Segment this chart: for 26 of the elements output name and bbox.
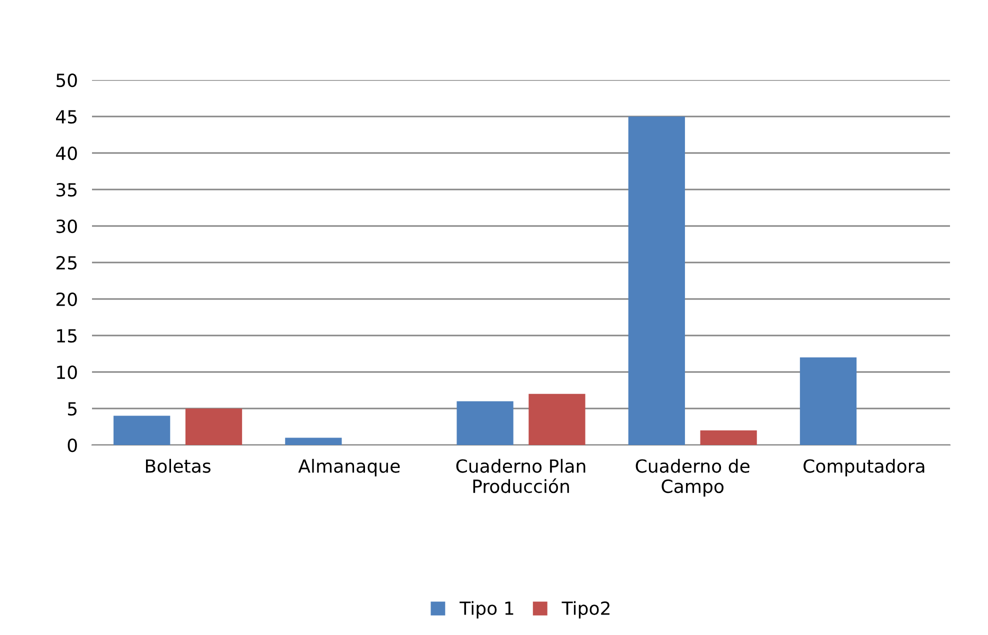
bar: [285, 438, 342, 445]
y-tick-label: 20: [56, 292, 77, 306]
legend-label: Tipo 1: [460, 601, 514, 619]
y-tick-label: 10: [57, 365, 77, 380]
bar: [528, 394, 586, 445]
bar: [456, 401, 514, 445]
bar: [185, 408, 242, 445]
y-tick-label: 40: [56, 146, 77, 160]
bar: [800, 357, 857, 445]
bar: [114, 416, 170, 445]
x-tick-label: Boletas: [146, 458, 210, 473]
x-tick-label: Computadora: [804, 458, 924, 476]
x-tick-label: Cuaderno de Campo: [636, 458, 750, 497]
y-tick-label: 0: [68, 438, 77, 452]
y-tick-label: 30: [56, 219, 77, 234]
x-tick-label: Cuaderno Plan Producción: [456, 458, 586, 494]
y-tick-label: 15: [57, 329, 77, 343]
y-tick-label: 25: [56, 256, 77, 270]
legend-label: Tipo2: [562, 601, 610, 619]
y-tick-label: 50: [56, 73, 77, 88]
bar: [628, 116, 685, 445]
y-tick-label: 45: [56, 110, 77, 124]
bar: [700, 430, 757, 445]
x-tick-label: Almanaque: [298, 458, 400, 476]
y-tick-label: 5: [68, 402, 77, 416]
y-tick-label: 35: [56, 182, 77, 197]
